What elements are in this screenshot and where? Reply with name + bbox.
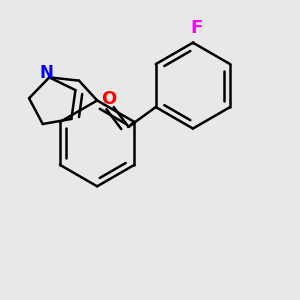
Text: O: O xyxy=(101,90,116,108)
Text: N: N xyxy=(40,64,54,82)
Text: F: F xyxy=(190,19,202,37)
